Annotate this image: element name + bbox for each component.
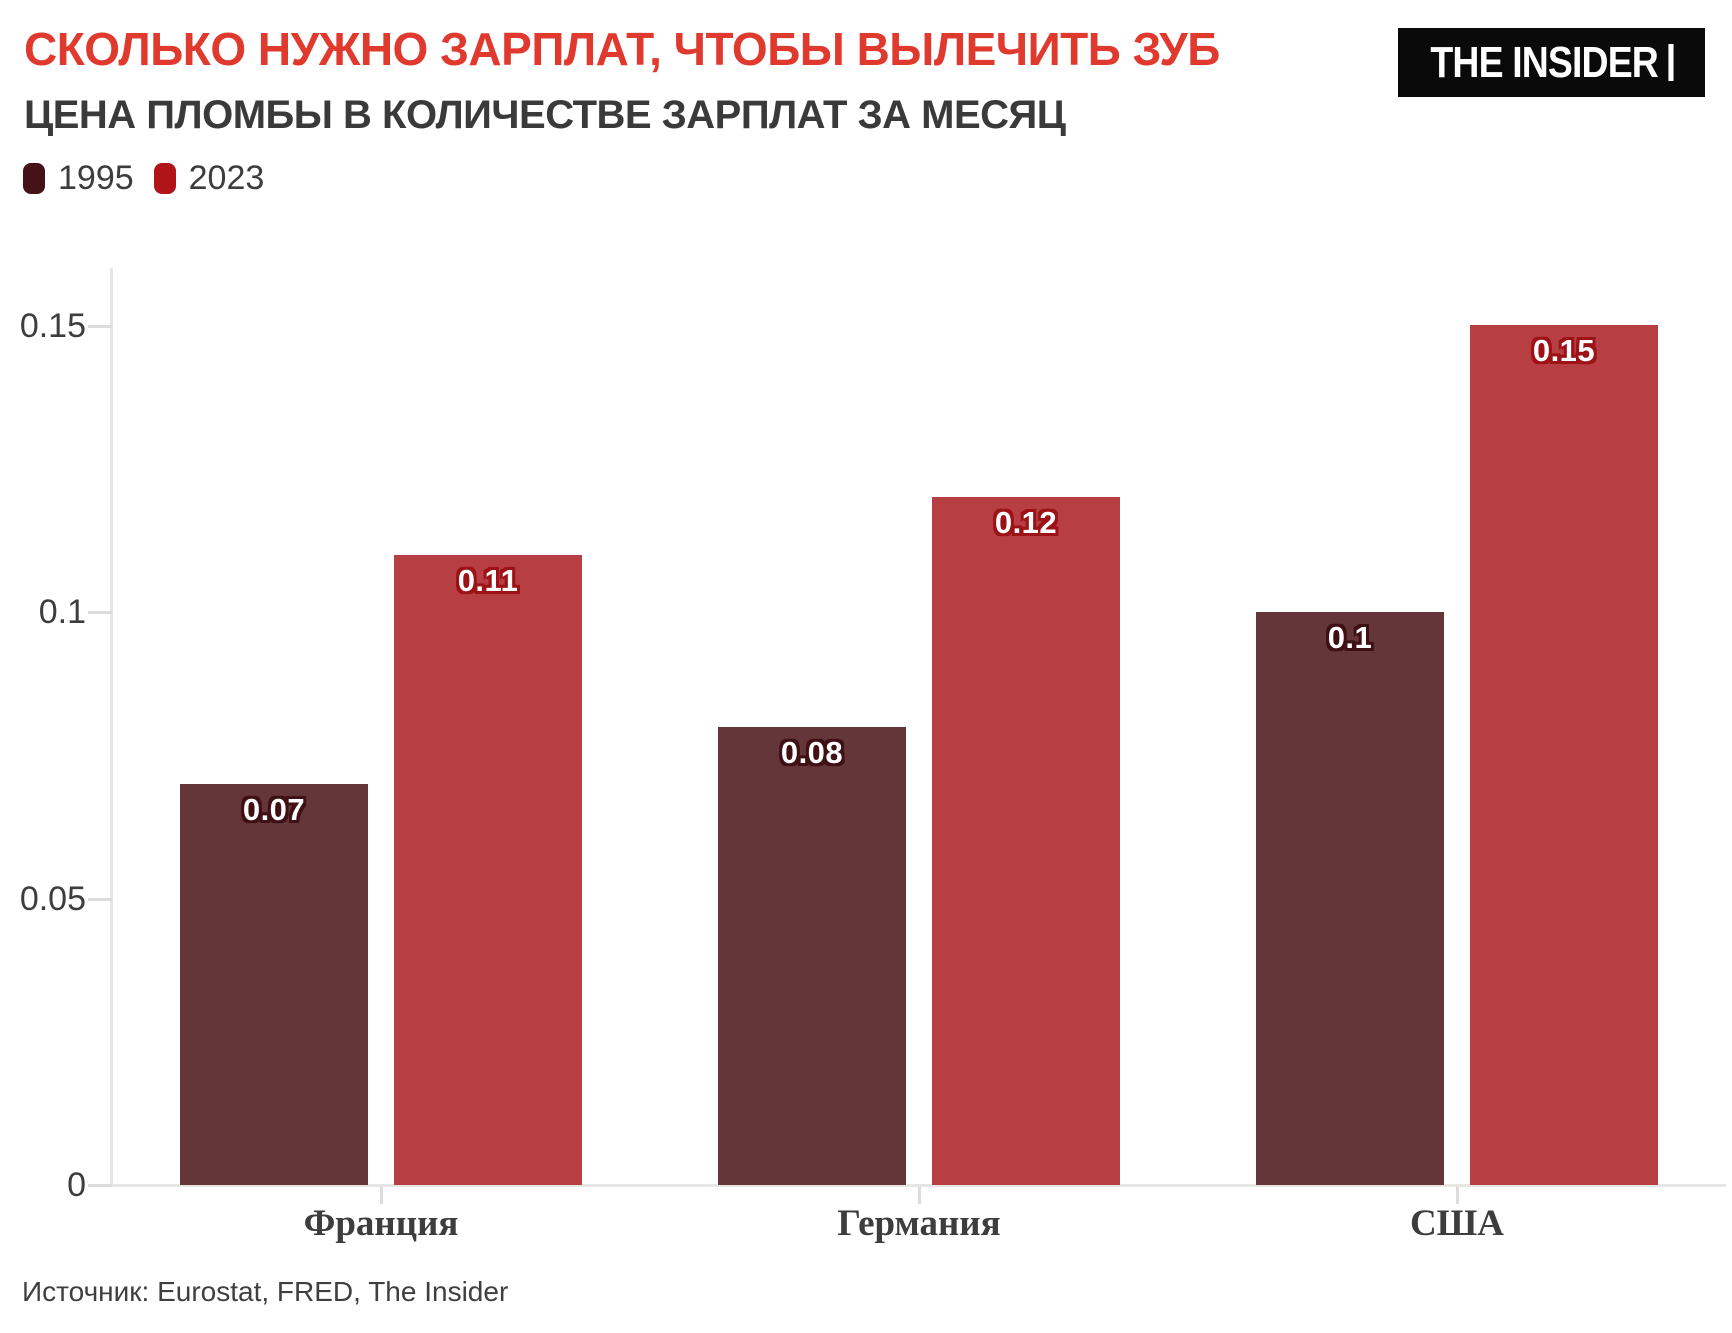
legend-label: 1995 <box>58 159 134 197</box>
bar-США-1995: 0.1 <box>1256 612 1444 1185</box>
bar-value-label: 0.1 <box>1327 620 1373 655</box>
bar-value-label: 0.15 <box>1532 333 1596 368</box>
page-subtitle: ЦЕНА ПЛОМБЫ В КОЛИЧЕСТВЕ ЗАРПЛАТ ЗА МЕСЯ… <box>24 93 1066 137</box>
legend-label: 2023 <box>188 159 265 197</box>
y-tick-label: 0.1 <box>38 593 86 631</box>
bar-Германия-1995: 0.08 <box>718 727 906 1185</box>
bar-США-2023: 0.15 <box>1470 325 1658 1185</box>
the-insider-logo-inner: THE INSIDER <box>1430 38 1673 88</box>
x-category-label-США: США <box>1409 1203 1505 1244</box>
y-tick-label: 0.15 <box>19 306 86 345</box>
bar-Франция-2023: 0.11 <box>394 555 582 1185</box>
source-note: Источник: Eurostat, FRED, The Insider <box>22 1276 509 1307</box>
x-tick-mark <box>918 1187 921 1204</box>
logo-text: THE INSIDER <box>1430 37 1658 87</box>
x-axis-baseline <box>90 1184 1726 1187</box>
legend-item-2023: 2023 <box>153 159 265 197</box>
logo-cursor-bar <box>1667 44 1673 81</box>
y-tick-label: 0.05 <box>19 879 86 918</box>
y-tick-label: 0 <box>67 1166 86 1204</box>
y-tick-mark <box>88 897 112 901</box>
bar-value-label: 0.11 <box>457 563 519 598</box>
y-axis-line <box>110 268 113 1186</box>
x-category-label-Франция: Франция <box>303 1203 459 1244</box>
bar-Франция-1995: 0.07 <box>180 784 368 1185</box>
bar-value-label: 0.12 <box>994 505 1058 540</box>
bar-value-label: 0.07 <box>242 792 306 827</box>
y-tick-mark <box>88 324 112 328</box>
legend-swatch-1995 <box>23 163 45 194</box>
legend: 1995 2023 <box>23 159 265 197</box>
bar-Германия-2023: 0.12 <box>932 497 1120 1185</box>
the-insider-logo: THE INSIDER <box>1398 28 1705 97</box>
x-tick-mark <box>1456 1187 1459 1204</box>
legend-item-1995: 1995 <box>23 159 134 197</box>
y-tick-mark <box>88 611 112 614</box>
legend-swatch-2023 <box>153 163 176 194</box>
bar-value-label: 0.08 <box>780 735 844 770</box>
page-title: СКОЛЬКО НУЖНО ЗАРПЛАТ, ЧТОБЫ ВЫЛЕЧИТЬ ЗУ… <box>24 23 1220 75</box>
x-tick-mark <box>380 1187 383 1204</box>
x-category-label-Германия: Германия <box>837 1203 1001 1244</box>
y-tick-mark <box>88 1184 112 1187</box>
